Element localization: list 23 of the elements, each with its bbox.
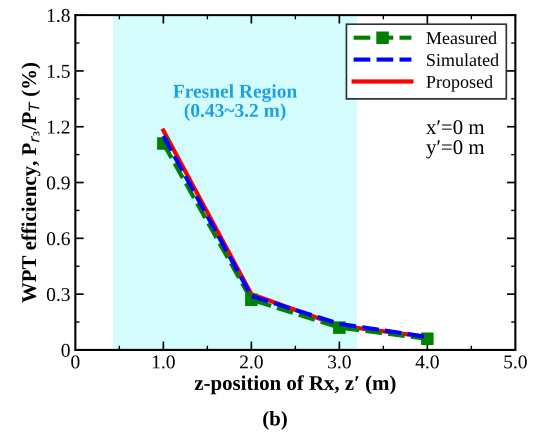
- x-tick-label: 1.0: [152, 355, 175, 369]
- point: [421, 332, 434, 346]
- annotation: x′=0 m: [426, 120, 484, 134]
- legend-label: Simulated: [427, 53, 499, 66]
- y-tick-label: 0: [62, 344, 70, 357]
- text: (b): [263, 410, 287, 430]
- x-tick-label: 0: [71, 355, 80, 368]
- y-tick-label: 0.3: [46, 288, 70, 302]
- x-tick-label: 2.0: [240, 355, 263, 369]
- annotation: y′=0 m: [426, 140, 484, 158]
- x-tick-label: 3.0: [328, 355, 351, 369]
- y-tick-label: 0.9: [46, 176, 70, 190]
- y-tick-label: 1.2: [48, 120, 70, 134]
- x-axis-title: z-position of Rx, z′ (m): [194, 375, 396, 394]
- y-tick-label: 1.5: [48, 64, 70, 78]
- y-tick-label: 1.8: [48, 8, 70, 22]
- legend-label: Measured: [426, 31, 497, 44]
- legend-label: Proposed: [426, 75, 493, 92]
- y-tick-label: 0.6: [46, 232, 70, 246]
- band-label: Fresnel Region (0.43~3.2 m): [173, 84, 297, 121]
- x-tick-label: 4.0: [416, 355, 439, 369]
- y-axis-title: WPT efficiency, P$_{r₃}$/P$_{T}$ (%): [21, 62, 40, 303]
- x-tick-label: 5.0: [504, 355, 527, 369]
